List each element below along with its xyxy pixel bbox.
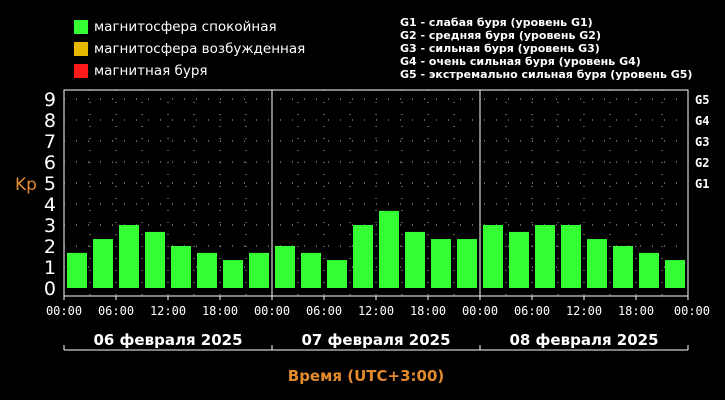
time-tick-label: 18:00 [202, 304, 238, 318]
time-tick-label: 18:00 [410, 304, 446, 318]
y-tick-label: 2 [44, 236, 56, 258]
kp-bar [301, 252, 321, 288]
time-tick-label: 00:00 [254, 304, 290, 318]
y-tick-label: 8 [44, 110, 56, 132]
g-tick-label: G4 [695, 114, 709, 128]
day-label: 07 февраля 2025 [301, 331, 450, 349]
kp-bar [353, 225, 373, 288]
y-tick-label: 7 [44, 131, 56, 153]
time-tick-label: 18:00 [618, 304, 654, 318]
y-tick-label: 6 [44, 152, 56, 174]
storm-level-g3: G3 - сильная буря (уровень G3) [400, 42, 600, 55]
storm-level-g2: G2 - средняя буря (уровень G2) [400, 29, 601, 42]
kp-bar [67, 252, 87, 288]
g-tick-label: G2 [695, 156, 709, 170]
kp-bar [483, 225, 503, 288]
legend-label: магнитосфера возбужденная [94, 41, 306, 57]
kp-bar [405, 231, 425, 288]
kp-bar [613, 246, 633, 288]
g-tick-label: G5 [695, 93, 709, 107]
kp-bar [275, 246, 295, 288]
day-label: 06 февраля 2025 [93, 331, 242, 349]
g-tick-label: G3 [695, 135, 709, 149]
kp-bar [587, 239, 607, 288]
kp-bar [119, 225, 139, 288]
legend-label: магнитная буря [94, 63, 208, 79]
kp-bar [457, 239, 477, 288]
time-tick-label: 12:00 [150, 304, 186, 318]
storm-level-g5: G5 - экстремально сильная буря (уровень … [400, 68, 693, 81]
kp-bar [665, 260, 685, 288]
y-tick-label: 4 [44, 194, 56, 216]
y-axis-label: Kp [15, 175, 37, 195]
legend-label: магнитосфера спокойная [94, 19, 277, 35]
legend-swatch [74, 42, 88, 56]
kp-bar [197, 252, 217, 288]
day-label: 08 февраля 2025 [509, 331, 658, 349]
kp-bar [535, 225, 555, 288]
time-tick-label: 12:00 [566, 304, 602, 318]
time-tick-label: 06:00 [514, 304, 550, 318]
time-tick-label: 00:00 [46, 304, 82, 318]
legend-swatch [74, 20, 88, 34]
kp-bar [509, 231, 529, 288]
kp-bar [379, 210, 399, 288]
legend-item-excited: магнитосфера возбужденная [74, 38, 305, 60]
storm-level-g1: G1 - слабая буря (уровень G1) [400, 16, 593, 29]
legend: магнитосфера спокойная магнитосфера возб… [74, 16, 305, 82]
kp-bar [145, 231, 165, 288]
time-tick-label: 00:00 [674, 304, 710, 318]
kp-bar [431, 239, 451, 288]
g-tick-label: G1 [695, 177, 709, 191]
kp-bar [249, 252, 269, 288]
y-tick-label: 1 [44, 257, 56, 279]
kp-bar [223, 260, 243, 288]
x-axis-label: Время (UTC+3:00) [288, 367, 444, 385]
y-tick-label: 3 [44, 215, 56, 237]
kp-bar [171, 246, 191, 288]
y-tick-label: 5 [44, 173, 56, 195]
kp-bar [327, 260, 347, 288]
storm-level-legend: G1 - слабая буря (уровень G1) G2 - средн… [400, 16, 692, 81]
kp-bar [561, 225, 581, 288]
legend-swatch [74, 64, 88, 78]
legend-item-storm: магнитная буря [74, 60, 305, 82]
y-tick-label: 9 [44, 89, 56, 111]
y-tick-label: 0 [44, 278, 56, 300]
time-tick-label: 12:00 [358, 304, 394, 318]
time-tick-label: 06:00 [306, 304, 342, 318]
kp-bar [639, 252, 659, 288]
storm-level-g4: G4 - очень сильная буря (уровень G4) [400, 55, 641, 68]
kp-bar [93, 239, 113, 288]
time-tick-label: 00:00 [462, 304, 498, 318]
legend-item-quiet: магнитосфера спокойная [74, 16, 305, 38]
time-tick-label: 06:00 [98, 304, 134, 318]
